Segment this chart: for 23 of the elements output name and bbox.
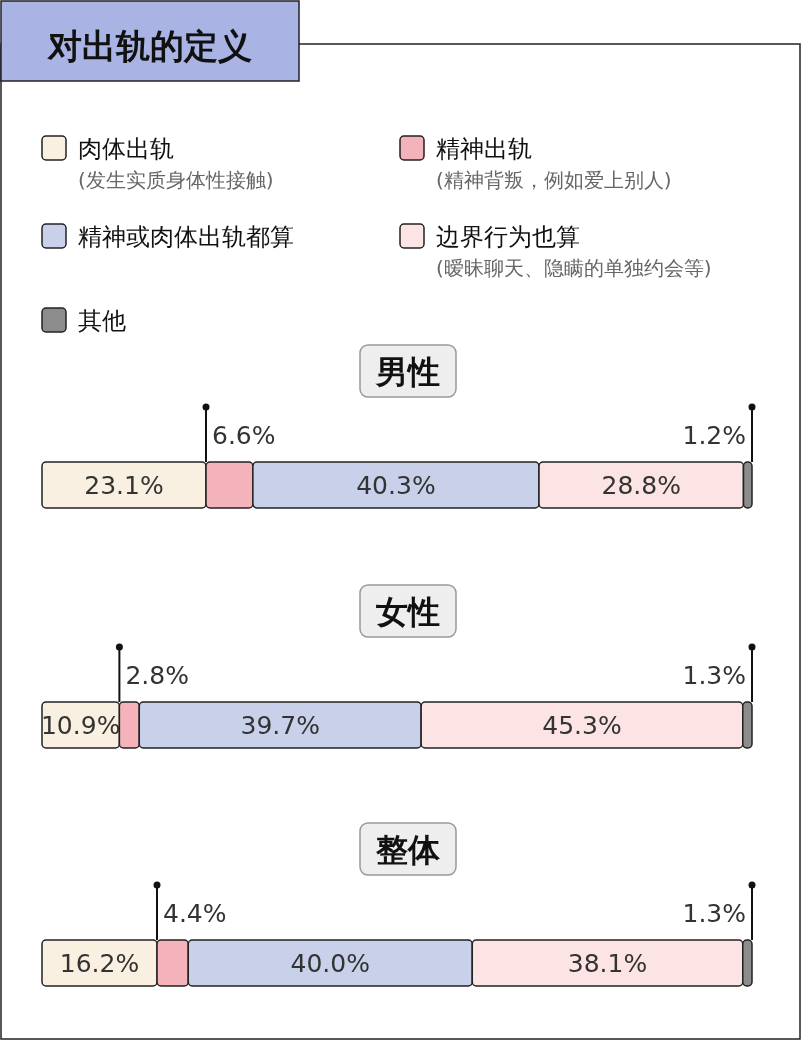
chart-subtitle: 男性 bbox=[375, 353, 440, 391]
data-label: 1.3% bbox=[682, 661, 746, 690]
data-label: 40.3% bbox=[356, 471, 436, 500]
data-label: 23.1% bbox=[84, 471, 164, 500]
data-label: 16.2% bbox=[59, 949, 140, 978]
data-label: 40.0% bbox=[290, 949, 370, 978]
chart-title: 对出轨的定义 bbox=[47, 26, 252, 66]
data-label: 39.7% bbox=[240, 711, 320, 740]
data-label: 38.1% bbox=[567, 949, 648, 978]
data-label: 1.2% bbox=[682, 421, 746, 450]
data-label: 2.8% bbox=[125, 661, 189, 690]
legend-label: 边界行为也算 (暧昧聊天、隐瞒的单独约会等) bbox=[436, 223, 712, 280]
data-label: 6.6% bbox=[212, 421, 276, 450]
data-label: 1.3% bbox=[682, 899, 746, 928]
data-label: 4.4% bbox=[163, 899, 227, 928]
legend-label: 精神出轨 (精神背叛，例如爱上别人) bbox=[436, 135, 672, 192]
chart-title: 女性 bbox=[375, 593, 440, 631]
data-label: 45.3% bbox=[542, 711, 622, 740]
chart-title: 整体 bbox=[375, 831, 441, 869]
data-label: 28.8% bbox=[601, 471, 681, 500]
legend-label: 肉体出轨 (发生实质身体性接触) bbox=[78, 135, 274, 192]
legend-label: 精神或肉体出轨都算 bbox=[78, 223, 294, 251]
legend-label: 其他 bbox=[78, 307, 126, 335]
